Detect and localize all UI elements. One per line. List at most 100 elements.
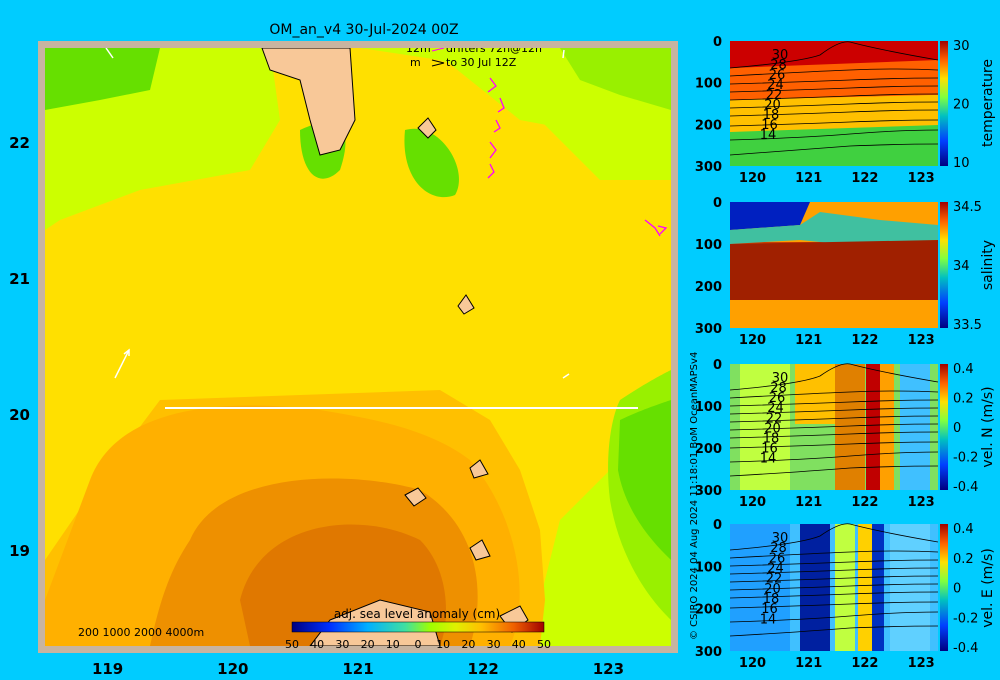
legend-depth: 12m — [406, 42, 431, 55]
sla-colorbar-tick: 20 — [361, 638, 375, 651]
vel-e-ylabel: vel. E (m/s) — [980, 548, 996, 628]
vel-e-band-4 — [872, 524, 884, 651]
panel-x-tick-label: 123 — [908, 333, 935, 348]
sla-colorbar-tick: 30 — [335, 638, 349, 651]
vel-e-band-1 — [730, 524, 790, 651]
sla-colorbar-tick: 40 — [512, 638, 526, 651]
panel-y-tick-label: 200 — [695, 442, 722, 457]
island-c — [469, 459, 489, 479]
sla-colorbar-tick: 20 — [461, 638, 475, 651]
vel-n-ylabel: vel. N (m/s) — [980, 386, 996, 467]
sla-colorbar-tick: 10 — [436, 638, 450, 651]
sla-region-green-east2 — [618, 400, 671, 560]
temperature-contours — [729, 41, 939, 156]
panel-x-tick-label: 120 — [739, 656, 766, 671]
vel-e-colorbar — [940, 524, 948, 651]
contour-label: 14 — [760, 452, 777, 467]
panel-y-tick-label: 300 — [695, 160, 722, 175]
panel-y-tick-label: 200 — [695, 118, 722, 133]
salinity-fresh-core — [730, 202, 810, 230]
panel-x-tick-label: 121 — [795, 495, 822, 510]
panel-y-tick-label: 300 — [695, 484, 722, 499]
contour-label: 14 — [760, 612, 777, 627]
panel-x-tick-label: 121 — [795, 171, 822, 186]
map-x-tick-label: 122 — [468, 660, 499, 678]
contour-label: 16 — [761, 602, 778, 617]
vel-n-band-3 — [835, 364, 865, 490]
sla-region-green-island — [404, 128, 459, 198]
island-e — [469, 539, 491, 561]
panel-colorbar-tick: 0.4 — [953, 362, 974, 377]
panel-x-tick-label: 120 — [739, 171, 766, 186]
panel-x-tick-label: 123 — [908, 495, 935, 510]
salinity-colorbar — [940, 202, 948, 328]
contour-label: 22 — [766, 572, 783, 587]
contour-label: 28 — [770, 541, 787, 556]
drifter-tracks — [487, 77, 668, 237]
panel-y-tick-label: 100 — [695, 560, 722, 575]
panel-x-tick-label: 122 — [851, 333, 878, 348]
panel-y-tick-label: 200 — [695, 603, 722, 618]
depth-legend: 200 1000 2000 4000m — [78, 626, 204, 639]
panel-y-tick-label: 300 — [695, 645, 722, 660]
vel-e-band-3 — [858, 524, 872, 651]
temperature-ylabel: temperature — [980, 59, 996, 147]
panel-y-tick-label: 300 — [695, 322, 722, 337]
contour-label: 16 — [761, 442, 778, 457]
legend-drifter-glyph — [431, 48, 445, 52]
panel-colorbar-tick: 30 — [953, 39, 970, 54]
panel-y-tick-label: 200 — [695, 280, 722, 295]
vel-n-band-4 — [880, 364, 894, 490]
contour-label: 28 — [770, 58, 787, 73]
temperature-layer-2 — [730, 60, 938, 100]
contour-label: 18 — [763, 431, 780, 446]
temperature-colorbar — [940, 41, 948, 166]
panel-x-tick-label: 120 — [739, 495, 766, 510]
contour-label: 22 — [766, 88, 783, 103]
panel-colorbar-tick: -0.2 — [953, 611, 978, 626]
panel-colorbar-tick: 0.2 — [953, 392, 974, 407]
contour-label: 18 — [763, 592, 780, 607]
panel-y-tick-label: 0 — [713, 518, 722, 533]
panel-y-tick-label: 100 — [695, 400, 722, 415]
map-x-tick-label: 119 — [92, 660, 123, 678]
panel-colorbar-tick: 0 — [953, 421, 961, 436]
sla-colorbar-tick: 50 — [285, 638, 299, 651]
salinity-transition — [730, 212, 938, 245]
panel-y-tick-label: 0 — [713, 35, 722, 50]
contour-label: 22 — [766, 411, 783, 426]
island-d — [404, 487, 427, 507]
panel-y-tick-label: 100 — [695, 77, 722, 92]
panel-x-tick-label: 122 — [851, 171, 878, 186]
sla-colorbar-tick: 40 — [310, 638, 324, 651]
credit-text: © CSIRO 2024 04 Aug 2024 11:18:01 BoM Oc… — [689, 352, 700, 640]
panel-x-tick-label: 121 — [795, 333, 822, 348]
sla-region-green-nw — [45, 48, 160, 110]
legend-date: to 30 Jul 12Z — [446, 56, 517, 69]
panel-colorbar-tick: 0 — [953, 582, 961, 597]
map-panel: OM_an_v4 30-Jul-2024 00Z — [9, 22, 678, 678]
panel-x-tick-label: 122 — [851, 495, 878, 510]
panel-colorbar-tick: 33.5 — [953, 318, 982, 333]
sla-colorbar-tick: 10 — [386, 638, 400, 651]
contour-label: 24 — [767, 401, 784, 416]
panel-y-tick-label: 0 — [713, 358, 722, 373]
map-axis-ticks: 119 120 121 122 123 19 20 21 22 — [9, 134, 624, 678]
sla-colorbar-ticks: 50 40 30 20 10 0 10 20 30 40 50 — [285, 638, 551, 651]
sla-field: 12m drifters 72h@12h m to 30 Jul 12Z 200… — [45, 42, 671, 646]
contour-label: 14 — [760, 128, 777, 143]
panel-x-tick-label: 122 — [851, 656, 878, 671]
salinity-deep-max — [730, 240, 938, 310]
map-y-tick-label: 21 — [9, 270, 30, 288]
vel-n-band-1 — [740, 364, 790, 490]
map-y-tick-label: 20 — [9, 406, 30, 424]
vel-n-band-5 — [900, 364, 930, 490]
sla-colorbar-tick: 50 — [537, 638, 551, 651]
panel-colorbar-tick: 0.4 — [953, 522, 974, 537]
panel-x-tick-label: 120 — [739, 333, 766, 348]
